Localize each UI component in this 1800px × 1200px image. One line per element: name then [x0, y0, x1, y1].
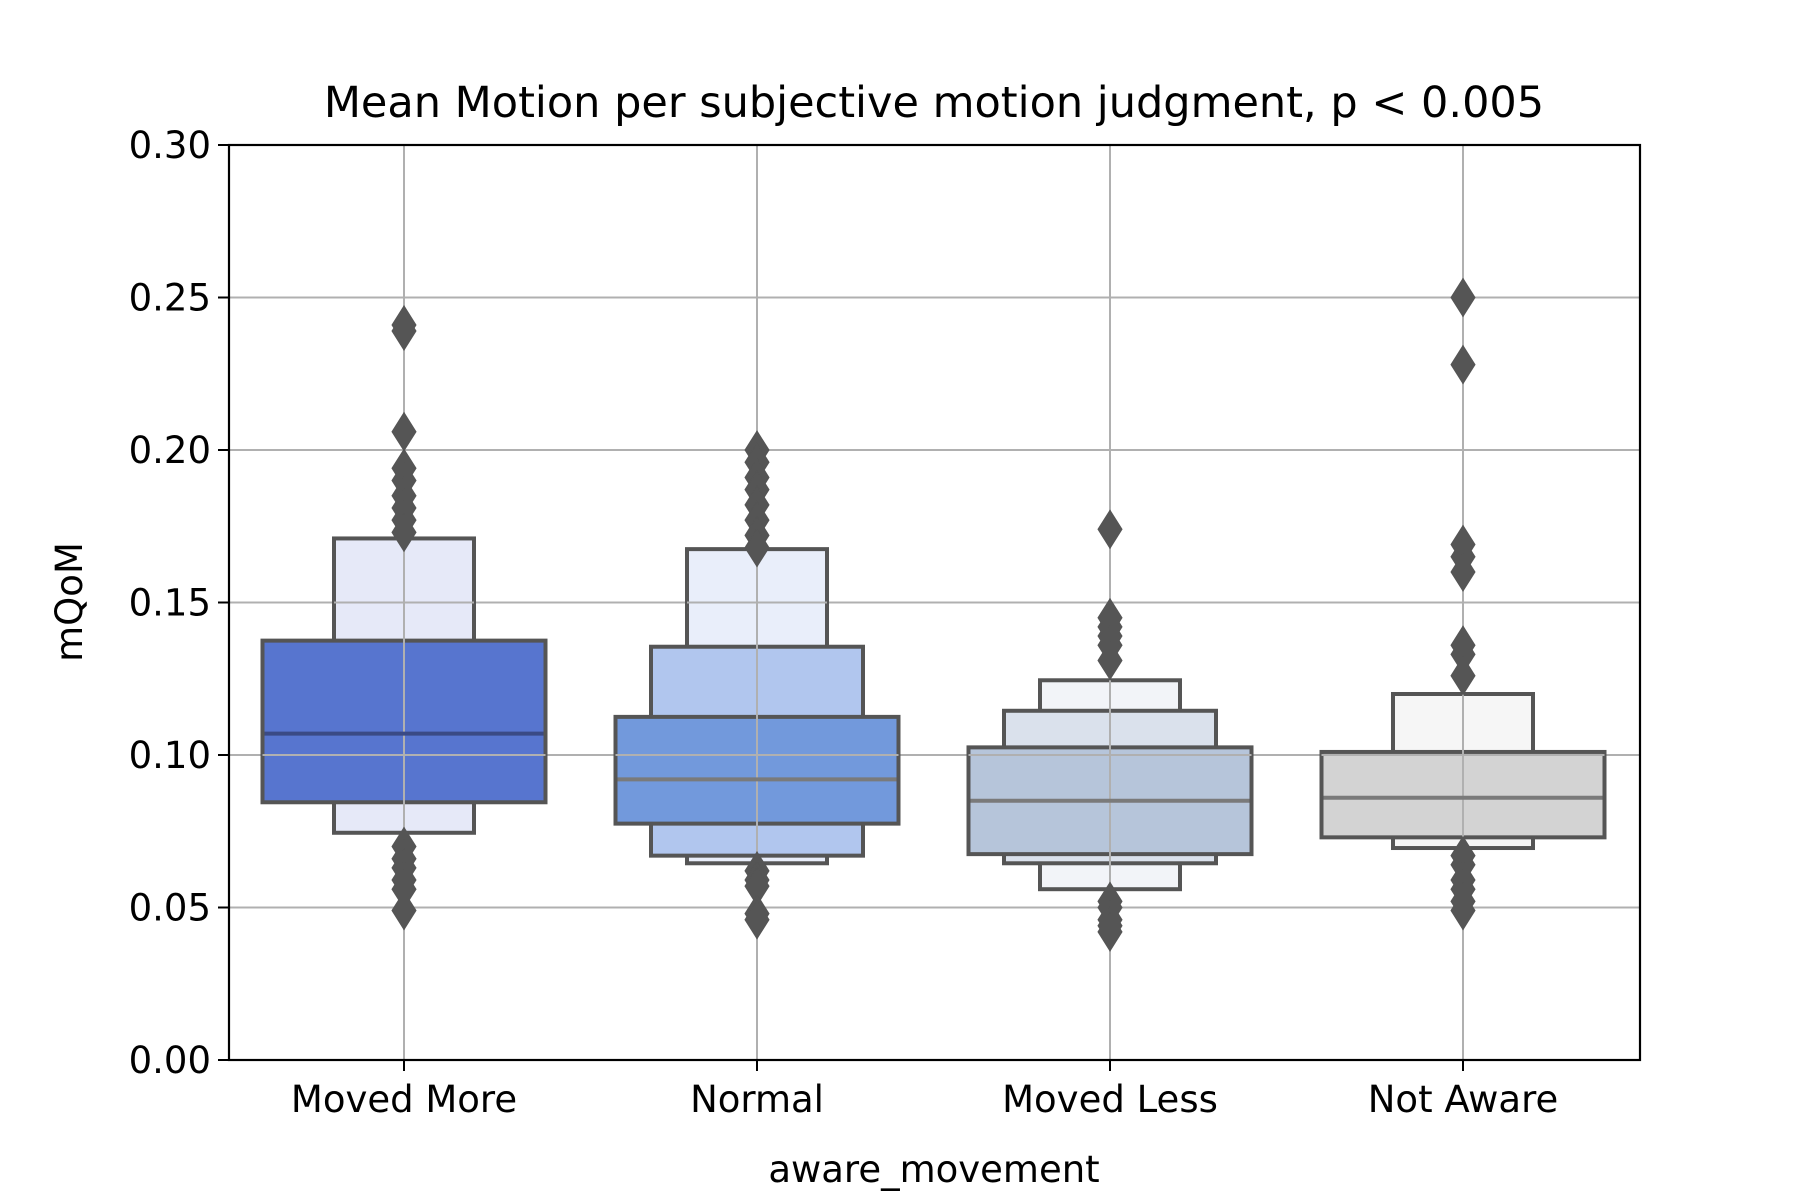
outlier-point	[1097, 911, 1123, 952]
y-tick-label: 0.05	[129, 887, 211, 930]
outlier-point	[1450, 344, 1476, 385]
boxen-group	[1319, 692, 1607, 851]
outlier-point	[391, 311, 417, 351]
y-tick-label: 0.15	[129, 582, 211, 625]
outlier-point	[1097, 509, 1123, 550]
outlier-point	[1450, 552, 1476, 592]
boxen-group	[966, 678, 1254, 892]
boxen-group	[613, 547, 901, 866]
y-tick-label: 0.20	[129, 429, 211, 472]
outlier-points	[391, 277, 1476, 952]
x-tick-label: Moved Less	[1002, 1078, 1218, 1121]
y-tick-label: 0.25	[129, 277, 211, 320]
boxen-groups	[260, 536, 1607, 892]
outlier-point	[1450, 655, 1476, 696]
x-axis-label: aware_movement	[768, 1148, 1099, 1191]
boxen-group	[260, 536, 548, 835]
outlier-point	[391, 890, 417, 931]
outlier-point	[1450, 277, 1476, 318]
chart-title: Mean Motion per subjective motion judgme…	[324, 78, 1544, 128]
y-tick-label: 0.30	[129, 124, 211, 167]
outlier-point	[1450, 890, 1476, 931]
x-tick-label: Moved More	[291, 1078, 517, 1121]
y-tick-label: 0.10	[129, 734, 211, 777]
outlier-point	[391, 411, 417, 452]
x-tick-label: Normal	[690, 1078, 824, 1121]
x-tick-label: Not Aware	[1368, 1078, 1559, 1121]
y-axis-label: mQoM	[48, 542, 91, 662]
y-tick-label: 0.00	[129, 1039, 211, 1082]
outlier-point	[744, 899, 770, 940]
axis-ticks: 0.00 0.05 0.10 0.15 0.20 0.25 0.30 Moved More No…	[129, 124, 1559, 1121]
outlier-point	[744, 527, 770, 568]
outlier-point	[1097, 640, 1123, 681]
outlier-point	[391, 512, 417, 553]
